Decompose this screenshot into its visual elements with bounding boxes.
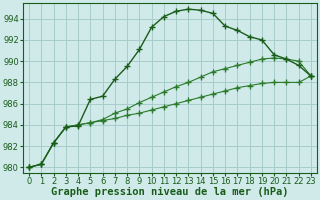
- X-axis label: Graphe pression niveau de la mer (hPa): Graphe pression niveau de la mer (hPa): [51, 187, 289, 197]
